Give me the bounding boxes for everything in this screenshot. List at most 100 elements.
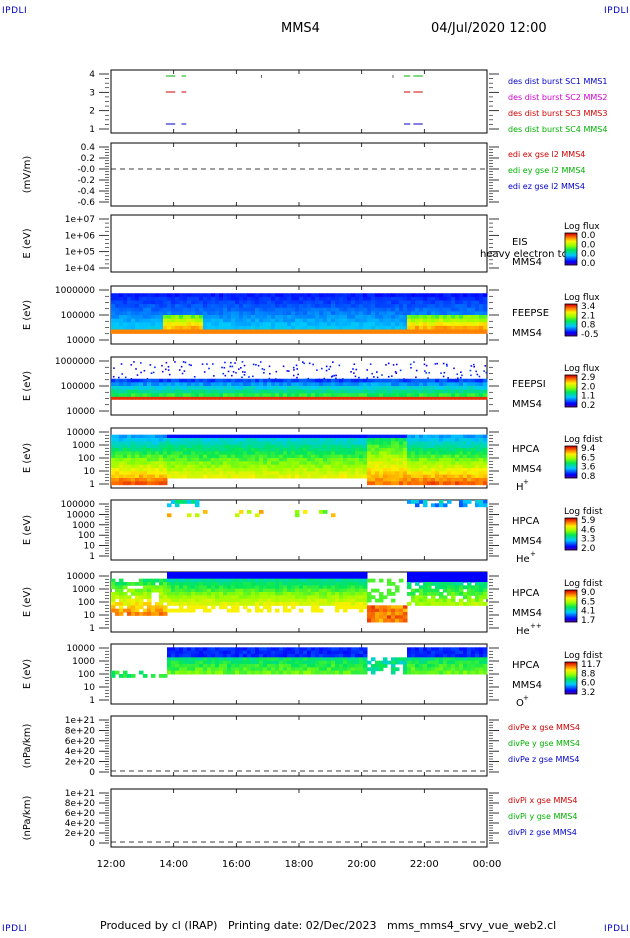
spectrogram-cell: [195, 435, 200, 439]
spectrogram-cell: [315, 572, 320, 576]
spectrogram-cell: [483, 579, 488, 583]
spectrogram-cell: [379, 455, 384, 459]
spectrogram-cell: [319, 458, 324, 462]
spectrogram-cell: [259, 322, 264, 326]
spectrogram-cell: [391, 458, 396, 462]
spectrogram-cell: [147, 461, 152, 465]
spectrogram-cell: [343, 455, 348, 459]
spectrogram-cell: [203, 510, 208, 514]
spectrogram-cell: [335, 293, 340, 297]
spectrogram-cell: [267, 382, 272, 386]
spectrogram-cell: [259, 311, 264, 315]
spectrogram-cell: [207, 390, 212, 394]
spectrogram-cell: [111, 441, 116, 445]
spectrogram-cell: [431, 503, 436, 507]
spectrogram-cell: [235, 471, 240, 475]
spectrogram-cell: [443, 468, 448, 472]
spectrogram-cell: [235, 657, 240, 661]
overlay-label: heavy electron to: [480, 249, 568, 260]
spectrogram-cell: [415, 315, 420, 319]
spectrogram-cell: [283, 585, 288, 589]
spectrogram-dot: [456, 373, 458, 375]
spectrogram-cell: [115, 592, 120, 596]
spectrogram-cell: [379, 435, 384, 439]
spectrogram-cell: [275, 599, 280, 603]
spectrogram-cell: [387, 481, 392, 485]
spectrogram-cell: [391, 319, 396, 323]
spectrogram-cell: [475, 301, 480, 305]
spectrogram-cell: [459, 599, 464, 603]
spectrogram-cell: [359, 595, 364, 599]
spectrogram-cell: [459, 500, 464, 504]
spectrogram-cell: [287, 461, 292, 465]
spectrogram-cell: [235, 435, 240, 439]
spectrogram-cell: [135, 455, 140, 459]
spectrogram-cell: [111, 322, 116, 326]
spectrogram-cell: [283, 326, 288, 330]
spectrogram-dot: [470, 375, 472, 377]
spectrogram-cell: [375, 458, 380, 462]
spectrogram-cell: [219, 654, 224, 658]
spectrogram-cell: [379, 592, 384, 596]
spectrogram-cell: [175, 585, 180, 589]
spectrogram-cell: [235, 605, 240, 609]
spectrogram-cell: [311, 301, 316, 305]
spectrogram-cell: [391, 592, 396, 596]
spectrogram-dot: [248, 376, 250, 378]
spectrogram-cell: [235, 461, 240, 465]
spectrogram-cell: [443, 308, 448, 312]
spectrogram-cell: [235, 651, 240, 655]
spectrogram-cell: [467, 322, 472, 326]
spectrogram-cell: [147, 589, 152, 593]
spectrogram-cell: [211, 661, 216, 665]
spectrogram-cell: [247, 602, 252, 606]
spectrogram-cell: [323, 326, 328, 330]
spectrogram-cell: [271, 319, 276, 323]
spectrogram-cell: [451, 478, 456, 482]
spectrogram-dot: [446, 365, 448, 367]
spectrogram-cell: [243, 461, 248, 465]
spectrogram-cell: [219, 315, 224, 319]
spectrogram-cell: [191, 575, 196, 579]
spectrogram-cell: [423, 579, 428, 583]
spectrogram-cell: [307, 448, 312, 452]
spectrogram-cell: [247, 475, 252, 479]
spectrogram-cell: [391, 441, 396, 445]
spectrogram-cell: [263, 330, 268, 334]
spectrogram-cell: [183, 455, 188, 459]
spectrogram-cell: [383, 478, 388, 482]
spectrogram-cell: [295, 595, 300, 599]
spectrogram-cell: [367, 481, 372, 485]
spectrogram-cell: [187, 315, 192, 319]
spectrogram-cell: [131, 315, 136, 319]
spectrogram-cell: [203, 393, 208, 397]
spectrogram-cell: [255, 397, 260, 400]
spectrogram-cell: [307, 461, 312, 465]
spectrogram-cell: [207, 438, 212, 442]
spectrogram-cell: [355, 397, 360, 400]
spectrogram-cell: [355, 435, 360, 439]
spectrogram-cell: [171, 435, 176, 439]
spectrogram-cell: [343, 468, 348, 472]
spectrogram-cell: [279, 326, 284, 330]
spectrogram-cell: [163, 468, 168, 472]
spectrogram-cell: [295, 510, 300, 514]
spectrogram-cell: [283, 445, 288, 449]
spectrogram-cell: [299, 386, 304, 390]
spectrogram-cell: [439, 582, 444, 586]
spectrogram-cell: [163, 326, 168, 330]
spectrogram-cell: [199, 582, 204, 586]
spectrogram-cell: [379, 304, 384, 308]
spectrogram-cell: [371, 393, 376, 397]
spectrogram-cell: [375, 455, 380, 459]
spectrogram-cell: [371, 461, 376, 465]
spectrogram-cell: [235, 390, 240, 394]
spectrogram-cell: [231, 661, 236, 665]
spectrogram-cell: [279, 293, 284, 297]
spectrogram-cell: [143, 585, 148, 589]
spectrogram-cell: [275, 435, 280, 439]
spectrogram-cell: [119, 605, 124, 609]
spectrogram-cell: [275, 386, 280, 390]
spectrogram-cell: [207, 445, 212, 449]
spectrogram-cell: [123, 379, 128, 383]
